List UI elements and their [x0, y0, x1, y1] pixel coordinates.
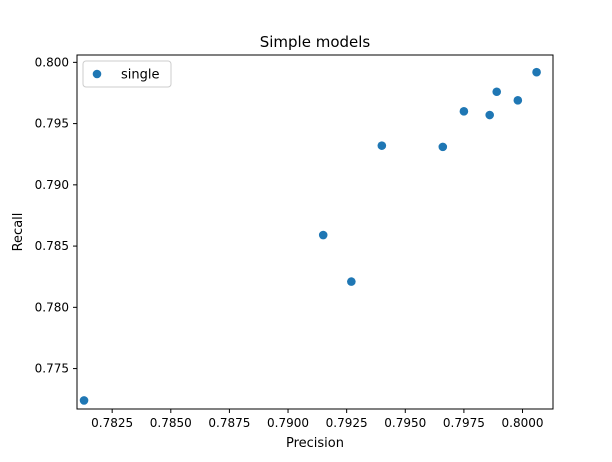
data-point — [79, 396, 89, 405]
y-tick-label: 0.780 — [35, 300, 69, 314]
data-point — [347, 277, 356, 286]
y-tick-label: 0.775 — [35, 362, 69, 376]
data-point — [377, 141, 387, 150]
axes-layer: 0.7825 0.7850 0.7875 0.7900 0.7925 0.7950 0.79… — [35, 55, 544, 430]
y-tick-label: 0.790 — [35, 178, 69, 192]
chart-title: Simple models — [260, 33, 371, 51]
legend: single — [82, 60, 172, 88]
data-point — [438, 142, 448, 152]
x-tick-label: 0.7950 — [384, 416, 426, 430]
y-tick-label: 0.795 — [35, 117, 69, 131]
x-tick-label: 0.7825 — [91, 416, 133, 430]
y-tick-label: 0.800 — [35, 55, 69, 69]
data-point — [532, 67, 541, 77]
legend-label: single — [121, 68, 160, 83]
data-point — [492, 87, 502, 97]
x-axis-label: Precision — [286, 436, 344, 451]
data-point — [513, 96, 523, 105]
data-point — [485, 110, 494, 120]
data-point — [459, 107, 469, 116]
points-layer — [79, 67, 541, 405]
x-tick-label: 0.7875 — [208, 416, 250, 430]
x-tick-label: 0.7975 — [443, 416, 485, 430]
legend-marker — [92, 69, 102, 79]
frame-layer — [76, 54, 554, 410]
x-tick-label: 0.7900 — [267, 416, 309, 430]
x-tick-label: 0.7925 — [326, 416, 368, 430]
data-point — [318, 230, 328, 240]
plot-frame — [76, 54, 554, 410]
y-axis-label: Recall — [11, 213, 26, 252]
x-tick-label: 0.7850 — [150, 416, 192, 430]
legend-box — [82, 60, 172, 88]
y-tick-label: 0.785 — [35, 239, 69, 253]
x-tick-label: 0.8000 — [502, 416, 544, 430]
